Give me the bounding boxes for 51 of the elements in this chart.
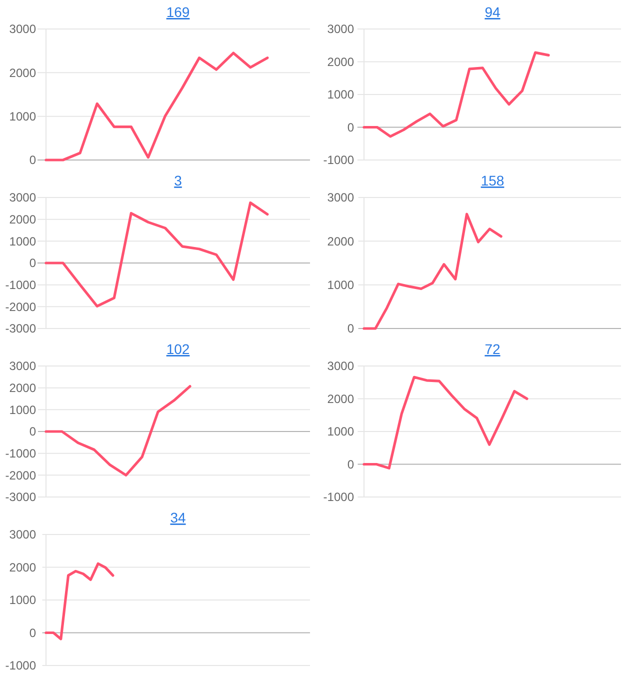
y-tick-label: -1000	[323, 490, 354, 504]
line-series	[44, 562, 114, 640]
y-tick-label: 1000	[327, 278, 354, 292]
y-tick-label: -1000	[5, 278, 36, 292]
y-tick-label: 3000	[327, 22, 354, 36]
y-tick-label: 2000	[327, 54, 354, 69]
line-series	[44, 201, 269, 308]
y-tick-label: 1000	[327, 424, 354, 439]
line-series	[44, 52, 269, 162]
y-tick-label: 3000	[9, 359, 36, 374]
y-tick-label: 2000	[9, 66, 36, 80]
line-series	[362, 376, 528, 470]
chart-title: 158	[480, 172, 504, 188]
y-tick-label: 0	[347, 457, 354, 472]
y-tick-label: 0	[29, 424, 36, 439]
y-tick-label: 0	[347, 120, 354, 134]
y-tick-label: -2000	[5, 300, 36, 314]
y-tick-label: 2000	[9, 212, 36, 227]
y-tick-label: 3000	[9, 190, 36, 205]
y-tick-label: -1000	[5, 446, 36, 461]
y-tick-label: -1000	[323, 153, 354, 168]
chart-title: 169	[166, 4, 190, 20]
y-tick-label: 2000	[9, 560, 36, 574]
y-tick-label: 1000	[9, 593, 36, 608]
chart-title: 72	[484, 341, 500, 357]
y-tick-label: 1000	[9, 402, 36, 417]
y-tick-label: 1000	[327, 88, 354, 102]
chart-title: 34	[170, 510, 186, 526]
y-tick-label: 3000	[9, 22, 36, 36]
y-tick-label: 0	[29, 256, 36, 270]
y-tick-label: 2000	[327, 392, 354, 406]
line-series	[362, 212, 502, 330]
y-tick-label: 2000	[9, 381, 36, 396]
line-series	[362, 51, 550, 138]
y-tick-label: 0	[29, 153, 36, 168]
y-tick-label: 2000	[327, 234, 354, 248]
y-tick-label: 1000	[9, 110, 36, 124]
y-tick-label: 0	[29, 626, 36, 640]
y-tick-label: -2000	[5, 468, 36, 482]
y-tick-label: -1000	[5, 658, 36, 673]
y-tick-label: 3000	[9, 528, 36, 542]
chart-title: 94	[484, 4, 500, 20]
y-tick-label: -3000	[5, 322, 36, 336]
line-series	[44, 385, 192, 476]
chart-title: 102	[166, 341, 190, 357]
y-tick-label: 1000	[9, 234, 36, 248]
y-tick-label: 3000	[327, 190, 354, 205]
y-tick-label: 0	[347, 322, 354, 336]
chart-title: 3	[174, 172, 182, 188]
y-tick-label: -3000	[5, 490, 36, 504]
y-tick-label: 3000	[327, 359, 354, 374]
